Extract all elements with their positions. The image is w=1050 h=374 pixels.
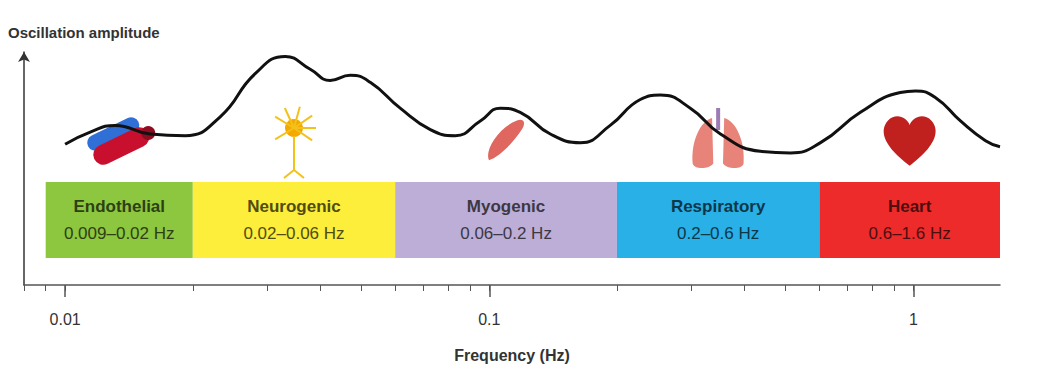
- svg-text:0.2–0.6 Hz: 0.2–0.6 Hz: [677, 224, 759, 243]
- svg-text:Myogenic: Myogenic: [467, 197, 545, 216]
- svg-text:Neurogenic: Neurogenic: [247, 197, 341, 216]
- svg-text:0.009–0.02 Hz: 0.009–0.02 Hz: [64, 224, 175, 243]
- svg-text:0.1: 0.1: [478, 311, 500, 328]
- svg-text:Frequency (Hz): Frequency (Hz): [454, 347, 570, 364]
- svg-text:0.6–1.6 Hz: 0.6–1.6 Hz: [869, 224, 951, 243]
- svg-text:0.06–0.2 Hz: 0.06–0.2 Hz: [460, 224, 552, 243]
- svg-text:Respiratory: Respiratory: [671, 197, 766, 216]
- svg-text:1: 1: [909, 311, 918, 328]
- svg-text:0.02–0.06 Hz: 0.02–0.06 Hz: [243, 224, 344, 243]
- svg-text:0.01: 0.01: [50, 311, 81, 328]
- svg-text:Endothelial: Endothelial: [73, 197, 165, 216]
- svg-text:Oscillation amplitude: Oscillation amplitude: [8, 24, 160, 41]
- svg-text:Heart: Heart: [888, 197, 932, 216]
